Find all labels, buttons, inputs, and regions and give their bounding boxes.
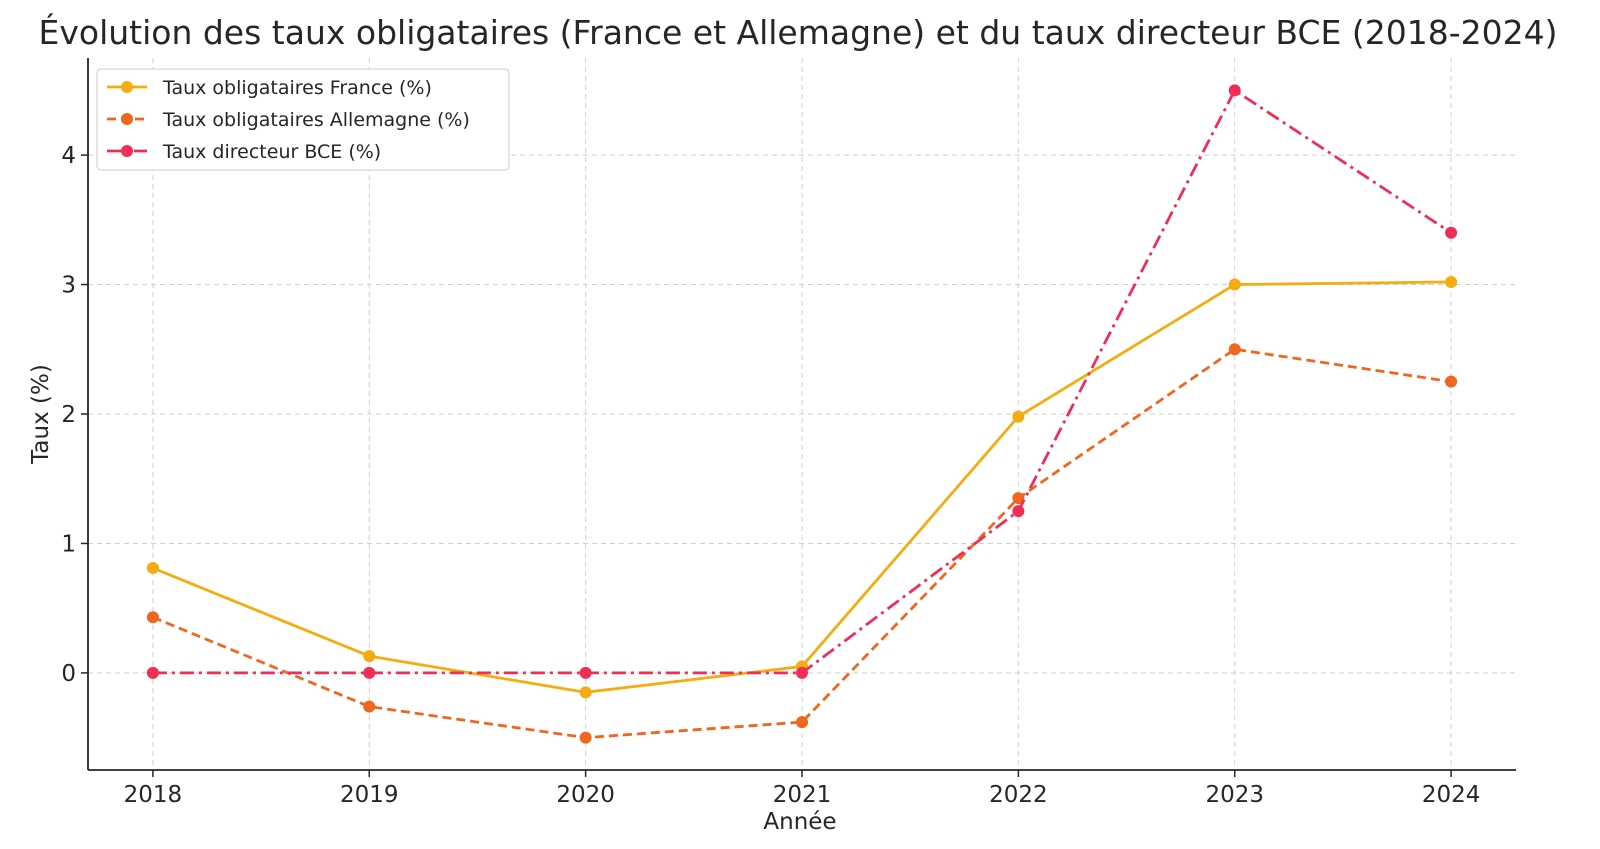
chart-title: Évolution des taux obligataires (France … [39, 12, 1558, 52]
legend-label: Taux directeur BCE (%) [162, 141, 381, 163]
data-point [1012, 410, 1025, 423]
y-tick-label: 3 [61, 273, 76, 299]
y-tick-label: 2 [61, 402, 76, 428]
legend-item: Taux obligataires France (%) [107, 77, 432, 99]
x-tick-label: 2018 [124, 782, 183, 808]
axes: 2018 2019 2020 2021 2022 2023 2024 0 1 2 3 4 [61, 58, 1516, 808]
data-point [579, 686, 592, 699]
data-point [579, 731, 592, 744]
data-point [363, 700, 376, 713]
legend-label: Taux obligataires Allemagne (%) [162, 109, 470, 131]
legend-item: Taux obligataires Allemagne (%) [107, 109, 470, 131]
data-point [1445, 275, 1458, 288]
data-point [796, 716, 808, 729]
y-tick-label: 1 [61, 531, 76, 557]
legend-box [96, 68, 510, 171]
x-tick-label: 2022 [989, 782, 1048, 808]
data-point [363, 666, 376, 679]
x-tick-label: 2019 [340, 782, 399, 808]
series-2 [146, 343, 1458, 744]
data-point [146, 666, 159, 679]
data-point [1228, 278, 1241, 291]
data-point [1445, 226, 1458, 239]
x-tick-label: 2021 [773, 782, 832, 808]
x-tick-label: 2024 [1422, 782, 1481, 808]
y-tick-label: 4 [61, 143, 76, 169]
data-point [363, 650, 376, 663]
data-point [1012, 505, 1025, 518]
data-point [1228, 343, 1241, 356]
y-axis-label: Taux (%) [28, 364, 54, 465]
legend-label: Taux obligataires France (%) [162, 77, 432, 99]
legend-marker [121, 81, 133, 93]
data-point [1228, 84, 1241, 97]
data-point [796, 666, 808, 679]
legend-item: Taux directeur BCE (%) [107, 141, 381, 163]
x-axis-label: Année [763, 809, 836, 835]
y-tick-label: 0 [61, 661, 76, 687]
series-layer [146, 84, 1458, 744]
x-tick-label: 2023 [1205, 782, 1264, 808]
legend: Taux obligataires France (%) Taux obligat… [96, 68, 510, 171]
series-3 [146, 84, 1458, 679]
data-point [1012, 492, 1025, 505]
data-point [579, 666, 592, 679]
data-point [146, 611, 159, 624]
legend-marker [121, 145, 133, 157]
x-tick-label: 2020 [556, 782, 615, 808]
data-point [1445, 375, 1458, 388]
data-point [146, 562, 159, 575]
legend-marker [121, 113, 133, 125]
series-line [152, 280, 1452, 694]
